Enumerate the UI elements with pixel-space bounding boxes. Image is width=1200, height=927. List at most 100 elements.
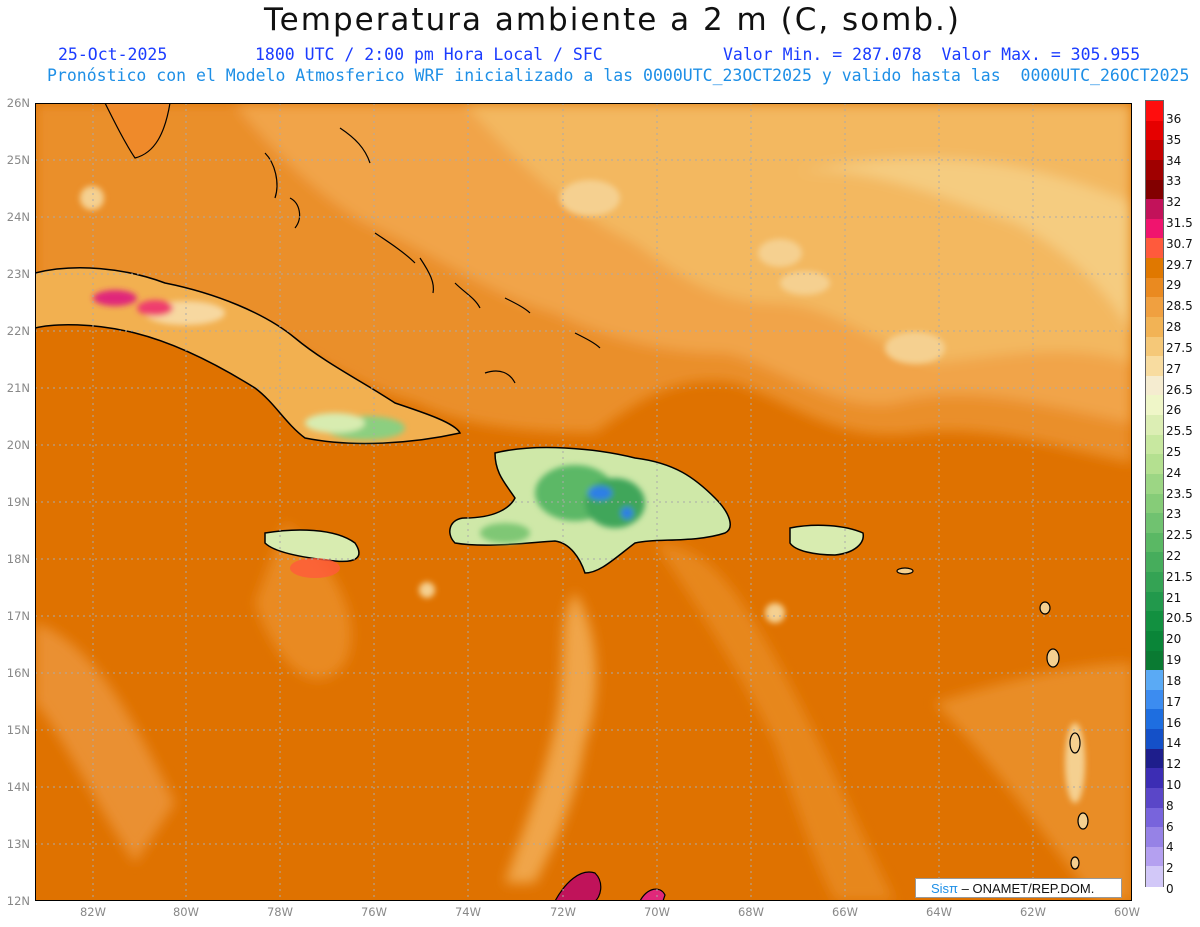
forecast-date: 25-Oct-2025 xyxy=(58,45,168,64)
color-scale-label: 22 xyxy=(1166,549,1182,564)
lat-label: 18N xyxy=(6,552,30,566)
temperature-map xyxy=(35,103,1132,901)
color-scale-segment xyxy=(1146,552,1163,573)
color-scale-segment xyxy=(1146,101,1163,122)
color-scale-label: 22.5 xyxy=(1166,528,1193,543)
color-scale-segment xyxy=(1146,179,1163,200)
color-scale-label: 23.5 xyxy=(1166,486,1193,501)
lon-label: 60W xyxy=(1113,905,1140,919)
color-scale-segment xyxy=(1146,532,1163,553)
lon-label: 74W xyxy=(454,905,481,919)
color-scale-label: 20.5 xyxy=(1166,611,1193,626)
credit-brand: Sisπ xyxy=(931,881,959,896)
model-info: Pronóstico con el Modelo Atmosferico WRF… xyxy=(47,66,1190,85)
color-scale-label: 28.5 xyxy=(1166,299,1193,314)
forecast-time: 1800 UTC / 2:00 pm Hora Local / SFC xyxy=(255,45,603,64)
lon-label: 76W xyxy=(360,905,387,919)
color-scale-segment xyxy=(1146,591,1163,612)
color-scale-label: 19 xyxy=(1166,653,1182,668)
color-scale-label: 24 xyxy=(1166,465,1182,480)
color-scale-segment xyxy=(1146,493,1163,514)
color-scale-label: 4 xyxy=(1166,840,1174,855)
color-scale-bar xyxy=(1145,100,1164,887)
color-scale-label: 0 xyxy=(1166,882,1174,896)
color-scale-label: 21.5 xyxy=(1166,569,1193,584)
color-scale-segment xyxy=(1146,827,1163,848)
color-scale-label: 6 xyxy=(1166,819,1174,834)
color-scale-label: 18 xyxy=(1166,673,1182,688)
color-scale-label: 36 xyxy=(1166,112,1182,126)
color-scale-segment xyxy=(1146,709,1163,730)
color-scale-label: 25.5 xyxy=(1166,424,1193,439)
lat-label: 25N xyxy=(6,153,30,167)
color-scale-label: 23 xyxy=(1166,507,1182,522)
color-scale-label: 14 xyxy=(1166,736,1182,751)
color-scale-label: 34 xyxy=(1166,153,1182,168)
lat-label: 23N xyxy=(6,267,30,281)
lon-label: 66W xyxy=(831,905,858,919)
color-scale-segment xyxy=(1146,199,1163,220)
color-scale-segment xyxy=(1146,277,1163,298)
lon-label: 62W xyxy=(1019,905,1046,919)
lat-label: 20N xyxy=(6,438,30,452)
color-scale-segment xyxy=(1146,356,1163,377)
lesser-antilles xyxy=(896,567,1089,870)
jamaica-landmass xyxy=(264,529,360,563)
lon-label: 82W xyxy=(79,905,106,919)
color-scale-segment xyxy=(1146,513,1163,534)
credit-box: Sisπ – ONAMET/REP.DOM. xyxy=(915,878,1122,898)
color-scale-segment xyxy=(1146,572,1163,593)
lon-label: 72W xyxy=(549,905,576,919)
color-scale-segment xyxy=(1146,120,1163,141)
color-scale-segment xyxy=(1146,238,1163,259)
color-scale-label: 35 xyxy=(1166,132,1182,147)
color-scale-segment xyxy=(1146,670,1163,691)
color-scale-segment xyxy=(1146,689,1163,710)
value-range: Valor Min. = 287.078 Valor Max. = 305.95… xyxy=(723,45,1141,64)
color-scale-label: 25 xyxy=(1166,444,1182,459)
color-scale-label: 30.7 xyxy=(1166,236,1193,251)
color-scale-segment xyxy=(1146,473,1163,494)
lat-label: 15N xyxy=(6,723,30,737)
color-scale-label: 26 xyxy=(1166,403,1182,418)
color-scale-segment xyxy=(1146,787,1163,808)
lat-label: 13N xyxy=(6,837,30,851)
color-scale-segment xyxy=(1146,415,1163,436)
color-scale-segment xyxy=(1146,807,1163,828)
color-scale-segment xyxy=(1146,297,1163,318)
lat-label: 14N xyxy=(6,780,30,794)
lon-label: 70W xyxy=(643,905,670,919)
lon-label: 80W xyxy=(172,905,199,919)
color-scale-segment xyxy=(1146,748,1163,769)
color-scale-segment xyxy=(1146,316,1163,337)
color-scale-segment xyxy=(1146,218,1163,239)
color-scale-segment xyxy=(1146,729,1163,750)
lat-label: 16N xyxy=(6,666,30,680)
bahamas-islands xyxy=(264,127,601,384)
puerto-rico-landmass xyxy=(789,524,864,556)
color-scale-segment xyxy=(1146,611,1163,632)
lat-label: 19N xyxy=(6,495,30,509)
lat-label: 17N xyxy=(6,609,30,623)
color-scale-segment xyxy=(1146,258,1163,279)
color-scale-segment xyxy=(1146,336,1163,357)
color-scale-label: 20 xyxy=(1166,632,1182,647)
lat-label: 26N xyxy=(6,96,30,110)
color-scale-segment xyxy=(1146,395,1163,416)
florida-landmass xyxy=(104,103,171,159)
color-scale-label: 33 xyxy=(1166,174,1182,189)
guajira-landmass xyxy=(554,871,602,901)
color-scale-label: 29 xyxy=(1166,278,1182,293)
color-scale-label: 27.5 xyxy=(1166,340,1193,355)
color-scale-label: 32 xyxy=(1166,195,1182,210)
credit-text: – ONAMET/REP.DOM. xyxy=(961,881,1095,896)
color-scale-segment xyxy=(1146,159,1163,180)
color-scale-label: 29.7 xyxy=(1166,257,1193,272)
chart-title: Temperatura ambiente a 2 m (C, somb.) xyxy=(264,2,961,38)
color-scale-segment xyxy=(1146,630,1163,651)
lon-label: 78W xyxy=(266,905,293,919)
color-scale-label: 31.5 xyxy=(1166,216,1193,231)
color-scale-segment xyxy=(1146,866,1163,887)
color-scale-segment xyxy=(1146,454,1163,475)
lon-label: 68W xyxy=(737,905,764,919)
